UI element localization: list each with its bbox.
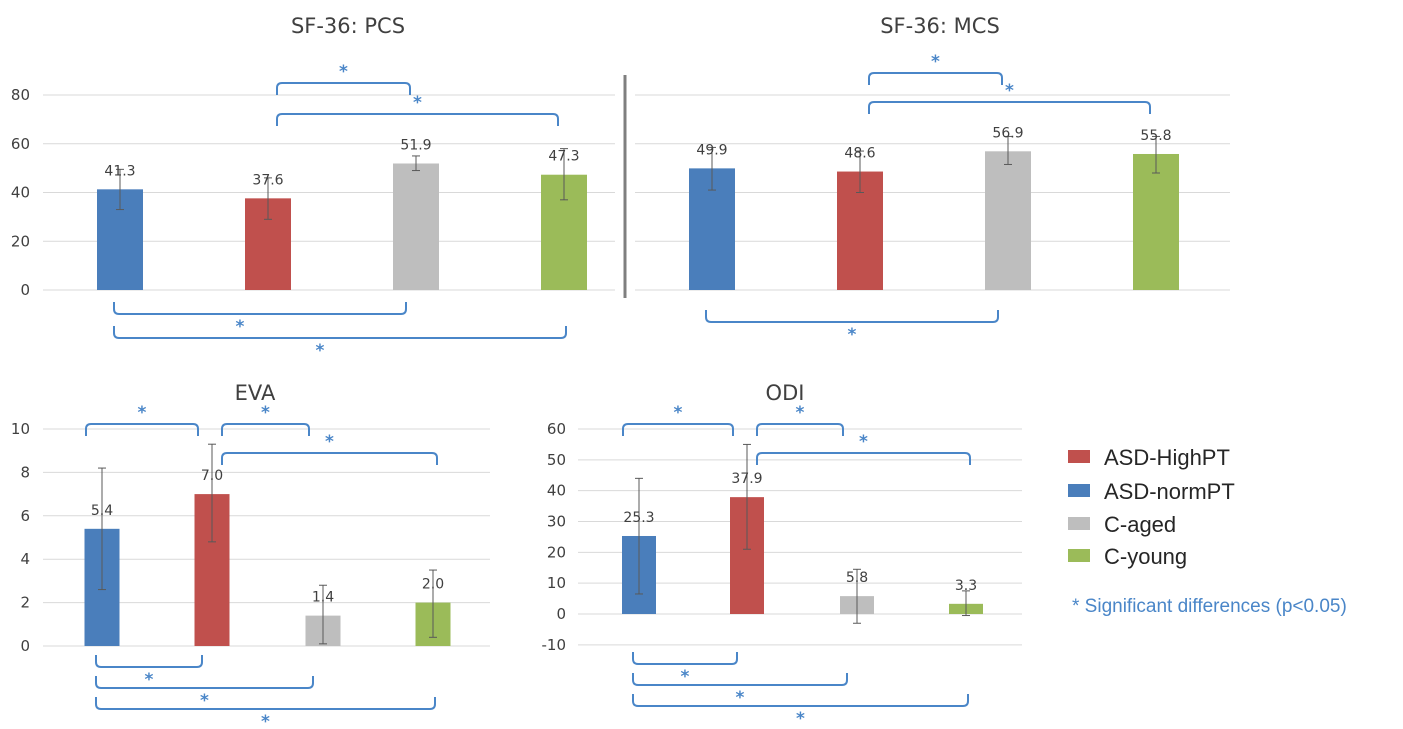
legend-swatch-asd-normpt bbox=[1068, 484, 1090, 497]
bar-mcs-c-aged bbox=[985, 151, 1031, 290]
significance-bracket-pcs-below-3 bbox=[113, 326, 567, 339]
chart-eva: EVA 0 2 4 6 8 10 5.4 7.0 1.4 2.0 * * * * * * bbox=[11, 381, 490, 729]
significance-bracket-eva-below-3 bbox=[95, 655, 203, 668]
chart-odi: ODI -10 0 10 20 30 40 50 60 25.3 37.9 5.8 3.3 * * * * * * bbox=[542, 381, 1022, 729]
y-tick-label-pcs-80: 80 bbox=[11, 86, 30, 104]
data-label-odi-2: 5.8 bbox=[846, 570, 868, 586]
data-label-mcs-2: 56.9 bbox=[992, 125, 1023, 141]
significance-star-eva-4: * bbox=[200, 691, 209, 711]
data-label-eva-0: 5.4 bbox=[91, 503, 113, 519]
y-tick-label-eva-8: 8 bbox=[20, 463, 30, 481]
data-label-eva-3: 2.0 bbox=[422, 577, 444, 593]
legend-label-asd-highpt: ASD-HighPT bbox=[1104, 445, 1230, 470]
significance-bracket-eva-above-2 bbox=[221, 452, 438, 465]
chart-mcs: SF-36: MCS 49.9 48.6 56.9 55.8 * * * bbox=[635, 14, 1230, 345]
y-tick-label-eva-2: 2 bbox=[20, 594, 30, 612]
y-tick-label-odi-60: 60 bbox=[547, 420, 566, 438]
significance-star-pcs-3: * bbox=[316, 341, 325, 361]
data-label-eva-2: 1.4 bbox=[312, 590, 334, 606]
data-label-pcs-1: 37.6 bbox=[252, 172, 283, 188]
legend: ASD-HighPT ASD-normPT C-aged C-young * S… bbox=[1068, 445, 1347, 617]
legend-label-c-young: C-young bbox=[1104, 544, 1187, 569]
significance-star-pcs-1: * bbox=[413, 93, 422, 113]
significance-star-pcs-0: * bbox=[339, 62, 348, 82]
significance-bracket-eva-above-1 bbox=[221, 423, 310, 436]
y-tick-label-pcs-40: 40 bbox=[11, 184, 30, 202]
significance-bracket-odi-below-3 bbox=[632, 652, 738, 665]
significance-bracket-odi-below-5 bbox=[632, 694, 969, 707]
significance-bracket-mcs-above-0 bbox=[868, 72, 1003, 85]
legend-label-asd-normpt: ASD-normPT bbox=[1104, 479, 1235, 504]
y-tick-label-pcs-0: 0 bbox=[20, 281, 30, 299]
significance-star-odi-1: * bbox=[796, 403, 805, 423]
significance-bracket-odi-above-0 bbox=[622, 423, 734, 436]
bar-pcs-c-aged bbox=[393, 163, 439, 290]
y-tick-label-eva-4: 4 bbox=[20, 550, 30, 568]
significance-star-mcs-2: * bbox=[848, 325, 857, 345]
legend-swatch-asd-highpt bbox=[1068, 450, 1090, 463]
bar-mcs-c-young bbox=[1133, 153, 1179, 290]
significance-star-odi-0: * bbox=[674, 403, 683, 423]
significance-bracket-odi-above-1 bbox=[756, 423, 844, 436]
data-label-pcs-3: 47.3 bbox=[548, 149, 579, 165]
legend-swatch-c-aged bbox=[1068, 517, 1090, 530]
significance-star-eva-1: * bbox=[261, 403, 270, 423]
data-label-mcs-3: 55.8 bbox=[1140, 128, 1171, 144]
significance-star-eva-2: * bbox=[325, 432, 334, 452]
significance-bracket-eva-below-4 bbox=[95, 676, 314, 689]
chart-pcs: SF-36: PCS 0 20 40 60 80 41.3 37.6 51.9 47.3 * * * * bbox=[11, 14, 615, 361]
chart-title-eva: EVA bbox=[235, 381, 276, 405]
significance-bracket-pcs-below-2 bbox=[113, 302, 407, 315]
y-tick-label-eva-10: 10 bbox=[11, 420, 30, 438]
data-label-odi-1: 37.9 bbox=[731, 471, 762, 487]
significance-bracket-odi-above-2 bbox=[756, 452, 971, 465]
legend-label-c-aged: C-aged bbox=[1104, 512, 1176, 537]
y-tick-label-odi-40: 40 bbox=[547, 482, 566, 500]
significance-bracket-pcs-above-0 bbox=[276, 82, 411, 95]
significance-bracket-pcs-above-1 bbox=[276, 113, 559, 126]
data-label-odi-3: 3.3 bbox=[955, 578, 977, 594]
y-tick-label-odi--10: -10 bbox=[542, 636, 567, 654]
significance-bracket-mcs-above-1 bbox=[868, 101, 1151, 114]
significance-star-odi-5: * bbox=[796, 709, 805, 729]
chart-title-mcs: SF-36: MCS bbox=[880, 14, 1000, 38]
y-tick-label-pcs-20: 20 bbox=[11, 232, 30, 250]
y-tick-label-pcs-60: 60 bbox=[11, 135, 30, 153]
significance-star-odi-2: * bbox=[859, 432, 868, 452]
data-label-pcs-0: 41.3 bbox=[104, 163, 135, 179]
significance-star-eva-0: * bbox=[138, 403, 147, 423]
significance-bracket-eva-below-5 bbox=[95, 697, 436, 710]
y-tick-label-eva-0: 0 bbox=[20, 637, 30, 655]
significance-star-eva-5: * bbox=[261, 712, 270, 729]
significance-bracket-odi-below-4 bbox=[632, 673, 848, 686]
significance-star-odi-3: * bbox=[681, 667, 690, 687]
significance-star-mcs-1: * bbox=[1005, 81, 1014, 101]
legend-swatch-c-young bbox=[1068, 549, 1090, 562]
significance-star-mcs-0: * bbox=[931, 52, 940, 72]
y-tick-label-odi-20: 20 bbox=[547, 543, 566, 561]
y-tick-label-odi-30: 30 bbox=[547, 513, 566, 531]
y-tick-label-odi-10: 10 bbox=[547, 574, 566, 592]
significance-note: * Significant differences (p<0.05) bbox=[1072, 596, 1347, 617]
y-tick-label-odi-0: 0 bbox=[556, 605, 566, 623]
significance-star-odi-4: * bbox=[736, 688, 745, 708]
data-label-mcs-1: 48.6 bbox=[844, 146, 875, 162]
data-label-pcs-2: 51.9 bbox=[400, 137, 431, 153]
y-tick-label-odi-50: 50 bbox=[547, 451, 566, 469]
y-tick-label-eva-6: 6 bbox=[20, 507, 30, 525]
significance-star-eva-3: * bbox=[145, 670, 154, 690]
data-label-odi-0: 25.3 bbox=[623, 510, 654, 526]
chart-title-pcs: SF-36: PCS bbox=[291, 14, 405, 38]
chart-title-odi: ODI bbox=[766, 381, 805, 405]
significance-star-pcs-2: * bbox=[236, 317, 245, 337]
significance-bracket-eva-above-0 bbox=[85, 423, 199, 436]
significance-bracket-mcs-below-2 bbox=[705, 310, 999, 323]
data-label-mcs-0: 49.9 bbox=[696, 142, 727, 158]
data-label-eva-1: 7.0 bbox=[201, 468, 223, 484]
